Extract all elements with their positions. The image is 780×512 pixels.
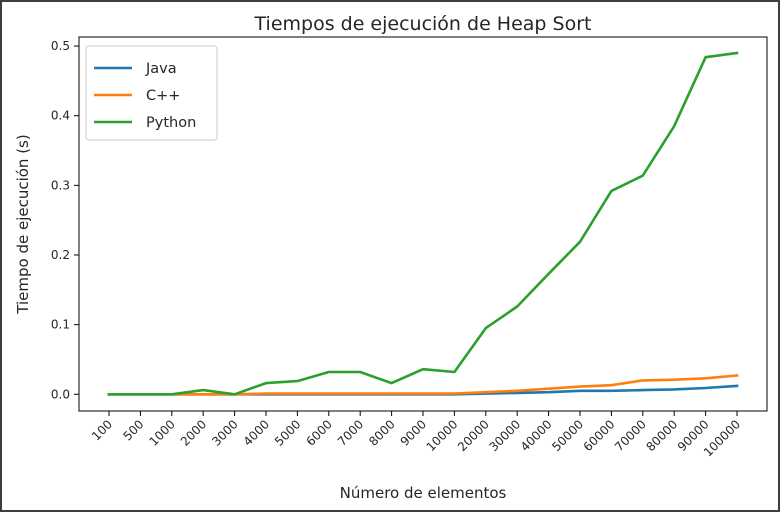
series-lines	[107, 51, 739, 396]
x-tick-label: 30000	[486, 417, 523, 454]
x-tick-label: 40000	[518, 417, 555, 454]
chart-title: Tiempos de ejecución de Heap Sort	[254, 13, 592, 35]
x-tick-label: 20000	[455, 417, 492, 454]
legend-label: Python	[146, 115, 196, 131]
x-tick-label: 10000	[424, 417, 461, 454]
plot-border	[78, 36, 768, 412]
series-line-c-	[107, 374, 739, 396]
x-tick-label: 1000	[146, 417, 177, 448]
x-tick-label: 60000	[581, 417, 618, 454]
x-axis-title: Número de elementos	[340, 484, 507, 502]
y-tick-label: 0.0	[51, 387, 70, 401]
x-tick-label: 70000	[612, 417, 649, 454]
legend: Java C++ Python	[85, 45, 218, 141]
y-tick-label: 0.5	[51, 39, 70, 53]
y-axis: 0.0 0.1 0.2 0.3 0.4 0.5	[51, 39, 79, 401]
x-tick-label: 100	[89, 417, 115, 443]
x-tick-label: 50000	[549, 417, 586, 454]
x-tick-label: 7000	[335, 417, 366, 448]
x-tick-label: 80000	[643, 417, 680, 454]
x-tick-label: 500	[120, 417, 146, 443]
series-line-python	[107, 51, 739, 396]
x-tick-label: 3000	[209, 417, 240, 448]
x-tick-label: 5000	[272, 417, 303, 448]
legend-box	[85, 45, 218, 141]
legend-label: Java	[145, 61, 177, 77]
x-axis: 100 500 1000 2000 3000 4000 5000 6000 7000 8000 90…	[89, 411, 743, 460]
y-axis-title: Tiempo de ejecución (s)	[14, 134, 32, 314]
y-tick-label: 0.1	[51, 318, 70, 332]
x-tick-label: 6000	[303, 417, 334, 448]
legend-label: C++	[146, 88, 180, 104]
x-tick-label: 4000	[241, 417, 272, 448]
y-tick-label: 0.2	[51, 248, 70, 262]
x-tick-label: 2000	[178, 417, 209, 448]
x-tick-label: 8000	[366, 417, 397, 448]
y-tick-label: 0.4	[51, 109, 70, 123]
y-tick-label: 0.3	[51, 178, 70, 192]
